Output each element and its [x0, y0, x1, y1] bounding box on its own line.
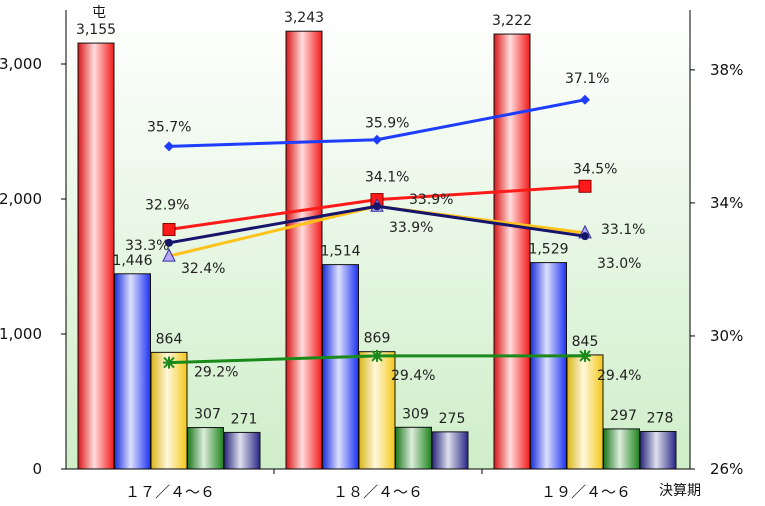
line-value-label: 33.1%: [601, 222, 645, 238]
x-tick-label: １８／４～６: [333, 483, 423, 501]
right-tick-label: 26%: [710, 460, 743, 478]
bar-value-label: 3,222: [492, 13, 532, 29]
line-marker: [162, 248, 176, 262]
bar-value-label: 1,514: [320, 244, 360, 260]
right-tick-label: 30%: [710, 327, 743, 345]
line-marker: [163, 356, 175, 369]
bar-value-label: 1,446: [112, 253, 152, 269]
bar: [77, 42, 115, 470]
line-marker: [579, 349, 591, 362]
line-marker: [371, 349, 383, 362]
bar: [395, 426, 432, 470]
line-value-label: 37.1%: [565, 71, 609, 87]
bar-value-label: 297: [610, 408, 637, 424]
line-value-label: 29.4%: [597, 368, 641, 384]
bar-value-label: 869: [364, 331, 391, 347]
bar: [150, 351, 188, 470]
bar: [114, 273, 151, 470]
x-tick-label: １７／４～６: [125, 483, 215, 501]
line-marker: [373, 202, 381, 211]
line-value-label: 33.0%: [597, 256, 641, 272]
line-marker: [165, 238, 173, 247]
line-marker: [164, 141, 174, 152]
bar: [358, 351, 396, 470]
bar-value-label: 3,155: [76, 22, 116, 38]
bar-value-label: 309: [402, 406, 429, 422]
bar: [639, 430, 677, 470]
line-value-label: 33.9%: [389, 220, 433, 236]
bar: [493, 33, 531, 470]
bar-value-label: 271: [231, 411, 258, 427]
bar: [285, 30, 323, 470]
bar-value-label: 278: [647, 410, 674, 426]
bar: [431, 431, 469, 470]
line-marker: [581, 232, 589, 241]
line-value-label: 34.1%: [365, 170, 409, 186]
line-value-label: 34.5%: [573, 161, 617, 177]
left-tick-label: 2,000: [0, 190, 42, 208]
bar: [603, 428, 640, 470]
line-value-label: 35.7%: [147, 119, 191, 135]
line-value-label: 29.4%: [391, 368, 435, 384]
line-value-label: 32.9%: [145, 198, 189, 214]
line-marker: [372, 134, 382, 145]
left-tick-label: 1,000: [0, 325, 42, 343]
left-axis-unit: 屯: [92, 5, 106, 21]
line-value-label: 32.4%: [181, 261, 225, 277]
line-value-label: 29.2%: [194, 365, 238, 381]
bar-value-label: 307: [194, 407, 221, 423]
x-tick-label: １９／４～６: [541, 483, 631, 501]
x-axis-title: 決算期: [659, 483, 701, 499]
left-tick-label: 3,000: [0, 55, 42, 73]
line-value-label: 33.3%: [125, 238, 169, 254]
bar: [530, 262, 567, 470]
line-marker: [162, 223, 176, 237]
line-marker: [578, 179, 592, 193]
bar-value-label: 1,529: [528, 242, 568, 258]
bar: [223, 431, 261, 470]
bar: [187, 427, 224, 470]
bar-value-label: 275: [439, 411, 466, 427]
right-tick-label: 38%: [710, 61, 743, 79]
bar: [322, 264, 359, 470]
left-tick-label: 0: [32, 460, 42, 478]
line-value-label: 35.9%: [365, 116, 409, 132]
right-tick-label: 34%: [710, 194, 743, 212]
line-value-label: 33.9%: [409, 192, 453, 208]
bar: [566, 354, 604, 470]
line-marker: [580, 94, 590, 105]
bar-value-label: 845: [572, 334, 599, 350]
bar-value-label: 864: [156, 331, 183, 347]
bar-value-label: 3,243: [284, 10, 324, 26]
